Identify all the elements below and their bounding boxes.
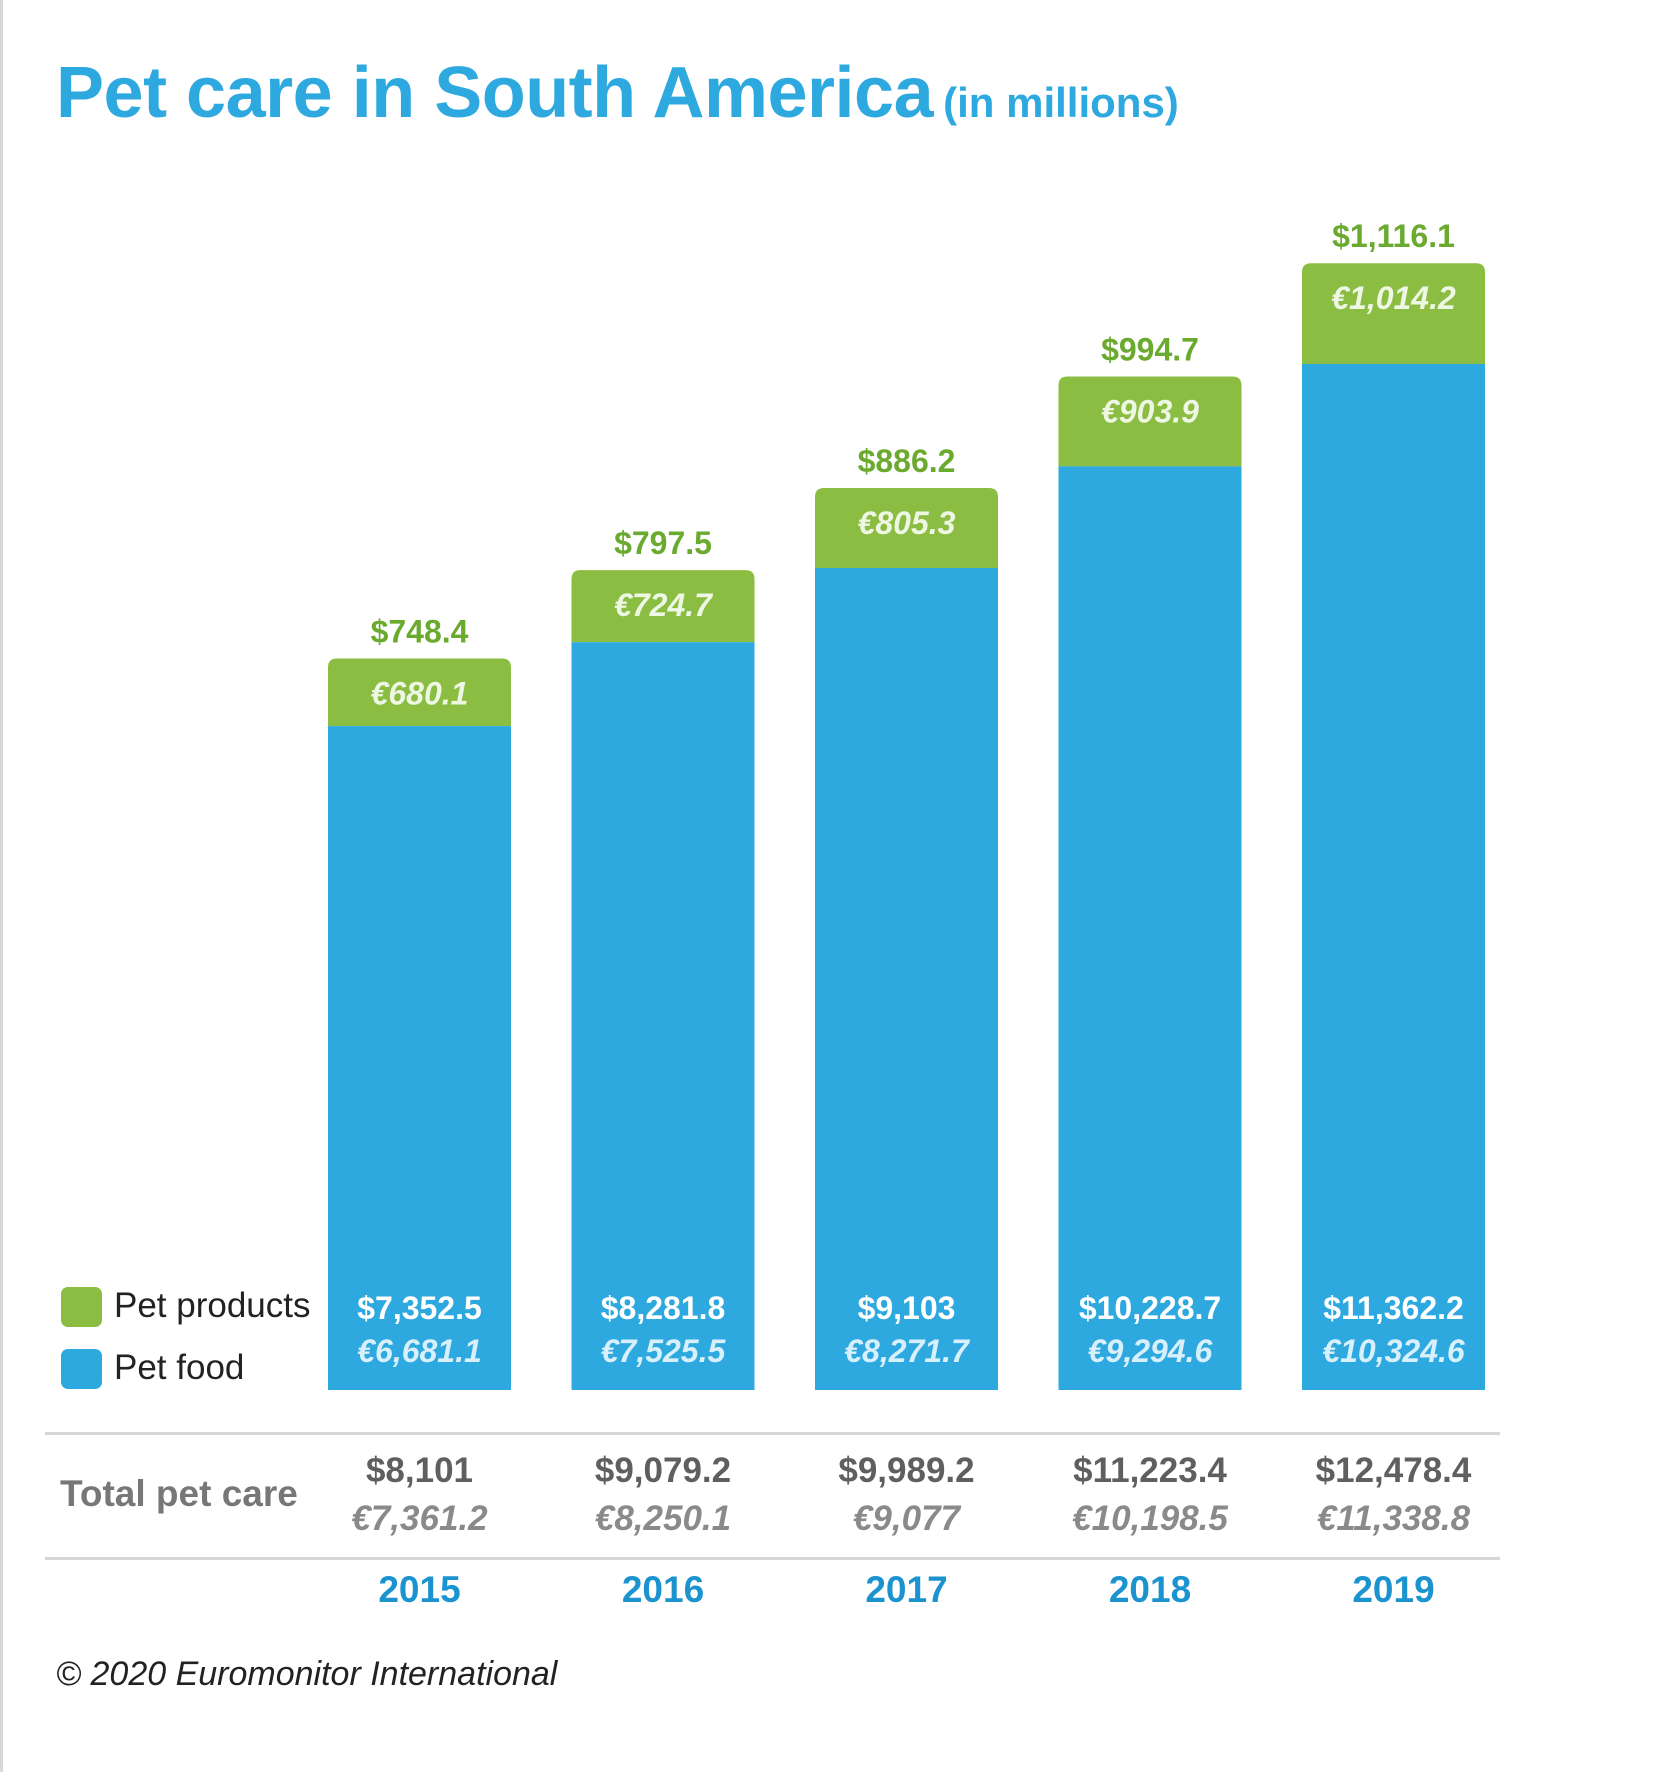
total-eur-2018: €10,198.5 bbox=[1072, 1499, 1228, 1538]
legend-swatch-pet-products bbox=[61, 1287, 102, 1327]
total-eur-2019: €11,338.8 bbox=[1317, 1499, 1471, 1538]
pet-products-usd-label-2016: $797.5 bbox=[614, 525, 712, 561]
bar-pet-products-2016 bbox=[571, 570, 755, 643]
title-main: Pet care in South America bbox=[56, 53, 934, 133]
bar-pet-products-2018 bbox=[1058, 376, 1242, 467]
legend-label-pet-products: Pet products bbox=[114, 1286, 311, 1325]
pet-food-eur-label-2018: €9,294.6 bbox=[1088, 1333, 1213, 1369]
bar-pet-food-2017 bbox=[815, 567, 998, 1390]
total-usd-2017: $9,989.2 bbox=[838, 1451, 974, 1490]
bar-pet-food-2016 bbox=[571, 642, 755, 1390]
bar-pet-food-2019 bbox=[1302, 363, 1485, 1390]
page-left-border bbox=[0, 0, 3, 1772]
year-label-2017: 2017 bbox=[865, 1569, 947, 1610]
pet-products-eur-label-2018: €903.9 bbox=[1101, 394, 1199, 430]
pet-products-usd-label-2017: $886.2 bbox=[858, 443, 956, 479]
bar-pet-food-2015 bbox=[328, 726, 511, 1390]
total-usd-2015: $8,101 bbox=[366, 1451, 473, 1490]
legend-swatch-pet-food bbox=[61, 1349, 102, 1389]
year-label-2015: 2015 bbox=[378, 1569, 460, 1610]
divider-bottom bbox=[45, 1557, 1500, 1560]
year-label-2016: 2016 bbox=[622, 1569, 704, 1610]
pet-food-usd-label-2018: $10,228.7 bbox=[1079, 1290, 1221, 1326]
legend-label-pet-food: Pet food bbox=[114, 1348, 245, 1387]
pet-food-usd-label-2017: $9,103 bbox=[858, 1290, 956, 1326]
pet-food-usd-label-2019: $11,362.2 bbox=[1323, 1290, 1464, 1326]
title-unit: (in millions) bbox=[943, 79, 1179, 126]
pet-food-eur-label-2017: €8,271.7 bbox=[844, 1333, 971, 1369]
pet-food-eur-label-2015: €6,681.1 bbox=[357, 1333, 482, 1369]
copyright: © 2020 Euromonitor International bbox=[56, 1655, 558, 1693]
total-usd-2019: $12,478.4 bbox=[1316, 1451, 1472, 1490]
pet-products-usd-label-2019: $1,116.1 bbox=[1332, 218, 1455, 254]
pet-products-eur-label-2016: €724.7 bbox=[614, 587, 714, 623]
pet-products-eur-label-2019: €1,014.2 bbox=[1331, 280, 1456, 316]
chart-title: Pet care in South America (in millions) bbox=[56, 52, 1179, 134]
pet-products-eur-label-2017: €805.3 bbox=[858, 505, 956, 541]
total-eur-2015: €7,361.2 bbox=[351, 1499, 488, 1538]
total-usd-2016: $9,079.2 bbox=[595, 1451, 731, 1490]
total-eur-2016: €8,250.1 bbox=[595, 1499, 731, 1538]
pet-products-usd-label-2018: $994.7 bbox=[1101, 332, 1199, 368]
pet-products-eur-label-2015: €680.1 bbox=[371, 675, 469, 711]
pet-food-eur-label-2019: €10,324.6 bbox=[1322, 1333, 1465, 1369]
year-label-2018: 2018 bbox=[1109, 1569, 1191, 1610]
bar-pet-products-2019 bbox=[1302, 263, 1485, 364]
bar-pet-products-2017 bbox=[815, 487, 998, 568]
pet-food-usd-label-2016: $8,281.8 bbox=[601, 1290, 726, 1326]
divider-top bbox=[45, 1432, 1500, 1435]
total-usd-2018: $11,223.4 bbox=[1073, 1451, 1227, 1490]
pet-products-usd-label-2015: $748.4 bbox=[371, 613, 469, 649]
pet-food-eur-label-2016: €7,525.5 bbox=[601, 1333, 727, 1369]
total-eur-2017: €9,077 bbox=[853, 1499, 962, 1538]
pet-food-usd-label-2015: $7,352.5 bbox=[357, 1290, 482, 1326]
year-label-2019: 2019 bbox=[1352, 1569, 1434, 1610]
bar-pet-food-2018 bbox=[1058, 466, 1242, 1390]
total-pet-care-label: Total pet care bbox=[60, 1473, 298, 1514]
bar-pet-products-2015 bbox=[328, 658, 511, 727]
